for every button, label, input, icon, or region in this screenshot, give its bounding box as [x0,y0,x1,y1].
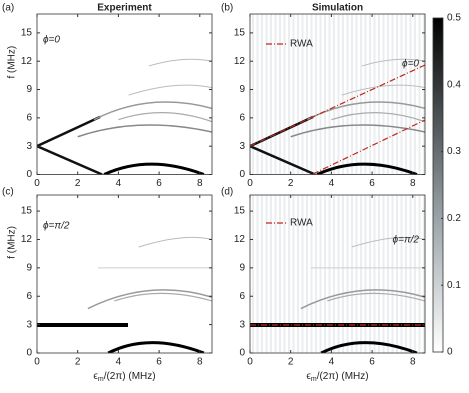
x-axis-label-symbol: ϵ [306,371,311,382]
x-tick-label: 4 [329,357,335,368]
legend-label: RWA [290,39,313,50]
annotation: ϕ=π/2 [393,235,420,246]
y-tick-label: 6 [26,112,32,123]
annotation: ϕ=0 [402,59,419,70]
plot-frame [249,13,426,175]
x-tick-label: 2 [75,357,81,368]
y-tick-label: 12 [234,234,246,245]
panel-label: (d) [221,187,233,198]
y-tick-label: 6 [239,291,245,302]
x-tick-label: 2 [288,357,294,368]
x-tick-label: 0 [247,357,253,368]
heatmap-image [37,59,212,174]
x-tick-label: 6 [156,178,162,189]
y-tick-label: 0 [239,348,245,359]
y-tick-label: 6 [239,112,245,123]
x-tick-label: 8 [197,357,203,368]
plot-frame [36,13,213,175]
x-axis-label: ϵm/(2π) (MHz) [306,371,368,383]
y-tick-label: 15 [21,206,33,217]
x-tick-label: 8 [197,178,203,189]
y-tick-label: 12 [21,56,33,67]
x-axis-label: ϵm/(2π) (MHz) [93,371,155,383]
y-tick-label: 3 [26,141,32,152]
x-tick-label: 8 [410,178,416,189]
colorbar-tick-label: 0.4 [447,79,461,90]
y-tick-label: 3 [239,319,245,330]
heatmap-texture [250,195,425,353]
x-axis-label-sub: m [98,376,104,383]
y-tick-label: 6 [26,291,32,302]
colorbar-tick-label: 0.3 [447,146,461,157]
panel-label: (b) [221,3,233,14]
heatmap-image [88,237,212,353]
x-tick-label: 6 [369,357,375,368]
x-tick-label: 8 [410,357,416,368]
panel-label: (c) [2,187,14,198]
x-tick-label: 6 [156,357,162,368]
y-tick-label: 9 [239,262,245,273]
x-axis-label-rest: /(2π) (MHz) [104,371,156,382]
annotation: ϕ=0 [43,35,60,46]
x-tick-label: 0 [247,178,253,189]
y-axis-label: f (MHz) [7,46,18,79]
x-tick-label: 2 [288,178,294,189]
x-tick-label: 0 [34,178,40,189]
colorbar [432,17,444,353]
y-tick-label: 3 [26,319,32,330]
y-tick-label: 0 [26,348,32,359]
panel-label: (a) [2,3,14,14]
y-axis-label: f (MHz) [7,226,18,259]
plot-frame [36,194,213,354]
y-tick-label: 12 [234,56,246,67]
y-tick-label: 15 [21,28,33,39]
y-tick-label: 12 [21,234,33,245]
plot-frame [249,194,426,354]
y-tick-label: 15 [234,28,246,39]
x-tick-label: 4 [116,178,122,189]
y-tick-label: 9 [26,262,32,273]
annotation: ϕ=π/2 [43,221,70,232]
x-tick-label: 2 [75,178,81,189]
x-axis-label-rest: /(2π) (MHz) [317,371,369,382]
colorbar-tick-label: 0.1 [447,280,461,291]
colorbar-tick-label: 0 [447,347,453,358]
y-tick-label: 9 [239,84,245,95]
x-tick-label: 0 [34,357,40,368]
x-axis-label-sub: m [311,376,317,383]
panel-title: Experiment [97,3,152,14]
x-tick-label: 6 [369,178,375,189]
rwa-line [249,64,426,147]
colorbar-tick-label: 0.5 [447,13,461,24]
x-axis-label-symbol: ϵ [93,371,98,382]
heatmap-texture [250,14,425,175]
y-tick-label: 0 [26,169,32,180]
colorbar-tick-label: 0.2 [447,213,461,224]
y-tick-label: 0 [239,169,245,180]
y-tick-label: 3 [239,141,245,152]
legend-label: RWA [290,218,313,229]
rwa-line [312,119,426,175]
x-tick-label: 4 [329,178,335,189]
y-tick-label: 9 [26,84,32,95]
y-tick-label: 15 [234,206,246,217]
panel-title: Simulation [312,3,363,14]
x-tick-label: 4 [116,357,122,368]
